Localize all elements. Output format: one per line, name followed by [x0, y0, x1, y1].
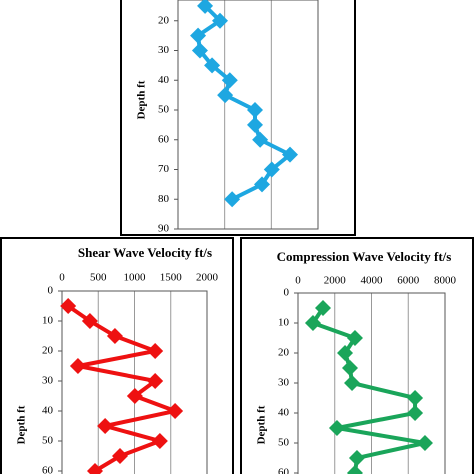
data-point	[81, 313, 98, 329]
data-point	[147, 373, 164, 389]
y-tick-label: 20	[278, 347, 290, 359]
plot-frame	[297, 292, 446, 474]
data-point	[247, 116, 263, 133]
y-tick-label: 70	[158, 163, 170, 175]
data-point	[224, 191, 241, 208]
data-point	[304, 315, 321, 331]
data-point	[247, 102, 263, 118]
y-tick-label: 20	[42, 345, 54, 357]
y-tick-label: 60	[42, 465, 54, 474]
y-axis-label: Depth ft	[16, 405, 28, 444]
y-tick-label: 20	[158, 14, 170, 26]
x-tick-label: 500	[90, 272, 107, 284]
data-point	[314, 300, 331, 316]
plot-frame	[177, 0, 319, 230]
panel-frame	[0, 237, 234, 474]
y-tick-label: 40	[158, 74, 170, 86]
series-line	[309, 306, 426, 474]
data-point	[126, 388, 143, 404]
x-tick-label: 2000	[196, 272, 219, 284]
x-tick-label: 0	[295, 275, 301, 287]
x-tick-label: 4000	[361, 275, 384, 287]
x-tick-label: 1000	[124, 272, 147, 284]
y-tick-label: 30	[158, 44, 170, 56]
y-tick-label: 30	[278, 377, 290, 389]
y-tick-label: 40	[278, 407, 290, 419]
data-point	[191, 42, 208, 59]
y-axis-label: Depth ft	[136, 80, 148, 119]
y-tick-label: 80	[158, 193, 170, 205]
y-axis-label: Depth ft	[256, 405, 268, 444]
data-point	[86, 463, 103, 474]
y-tick-label: 50	[42, 435, 54, 447]
y-tick-label: 60	[158, 133, 170, 145]
y-tick-label: 50	[278, 437, 290, 449]
y-tick-label: 90	[158, 223, 170, 235]
data-point	[69, 358, 86, 374]
data-point	[197, 0, 214, 14]
data-point	[106, 328, 123, 344]
x-tick-label: 2000	[324, 275, 347, 287]
data-point	[263, 161, 280, 178]
y-tick-label: 30	[42, 375, 54, 387]
chart-title: Shear Wave Velocity ft/s	[78, 245, 212, 260]
y-tick-label: 10	[278, 317, 290, 329]
plot-frame	[61, 290, 208, 474]
x-tick-label: 1500	[160, 272, 183, 284]
y-tick-label: 60	[278, 467, 290, 474]
data-point	[282, 146, 298, 163]
data-point	[344, 375, 361, 391]
data-point	[346, 330, 363, 346]
x-tick-label: 8000	[434, 275, 457, 287]
y-tick-label: 0	[284, 287, 290, 299]
data-point	[254, 176, 270, 193]
data-point	[342, 360, 359, 376]
data-point	[147, 343, 164, 359]
data-point	[221, 72, 238, 89]
y-tick-label: 10	[42, 315, 54, 327]
data-point	[190, 27, 207, 44]
data-point	[337, 345, 354, 361]
data-point	[348, 450, 365, 466]
data-point	[212, 12, 228, 29]
y-tick-label: 50	[158, 104, 170, 116]
x-tick-label: 6000	[397, 275, 420, 287]
data-point	[204, 57, 221, 74]
data-point	[112, 448, 128, 464]
data-point	[252, 131, 269, 148]
panel-frame	[120, 0, 356, 236]
data-point	[60, 298, 77, 314]
chart-title: Compression Wave Velocity ft/s	[277, 249, 452, 264]
data-point	[346, 465, 363, 474]
data-point	[416, 435, 433, 451]
data-point	[151, 433, 168, 449]
panel-frame	[240, 237, 474, 474]
data-point	[407, 390, 424, 406]
data-point	[97, 418, 114, 434]
data-point	[217, 87, 234, 104]
data-point	[167, 403, 184, 419]
data-point	[328, 420, 345, 436]
y-tick-label: 40	[42, 405, 54, 417]
x-tick-label: 0	[59, 272, 65, 284]
y-tick-label: 0	[48, 285, 54, 297]
data-point	[407, 405, 424, 421]
